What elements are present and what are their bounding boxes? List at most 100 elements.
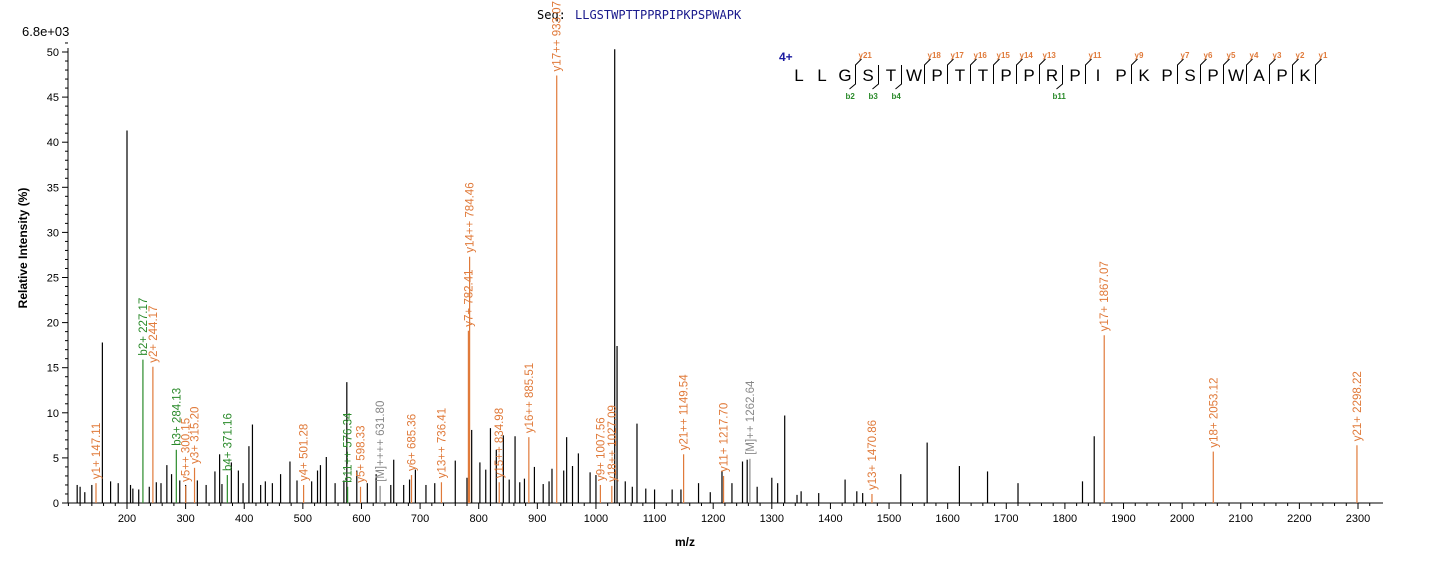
x-tick-label: 600 (352, 513, 370, 525)
y-tick-label: 15 (47, 363, 59, 375)
residue: L (794, 66, 803, 85)
axes: 200 300 400 500 600 700 800 900 1000 1100 1200 1300… (47, 42, 1383, 525)
x-tick-label: 900 (528, 513, 546, 525)
residue: K (1299, 66, 1311, 85)
residue: P (1023, 66, 1034, 85)
residue: K (1138, 66, 1150, 85)
x-tick-label: 1600 (935, 513, 959, 525)
y-tick-label: 10 (47, 408, 59, 420)
x-tick-label: 200 (118, 513, 136, 525)
y-ion-bracket (1292, 58, 1299, 84)
y-tick-label: 30 (47, 227, 59, 239)
y-axis-title: Relative Intensity (%) (16, 188, 30, 309)
x-tick-label: 500 (294, 513, 312, 525)
residue: P (1207, 66, 1218, 85)
b-ion-label: b3 (869, 92, 879, 101)
peak-label: [M]++ 1262.64 (745, 380, 757, 455)
residue: W (1228, 66, 1244, 85)
b-ion-label: b2 (846, 92, 856, 101)
peak-label: y5++ 300.15 (181, 418, 193, 482)
peak-label: b2+ 227.17 (138, 298, 150, 356)
y-ion-bracket (1039, 58, 1046, 84)
residue: W (906, 66, 922, 85)
residue: P (1276, 66, 1287, 85)
peak-label: y17+ 1867.07 (1099, 261, 1111, 331)
x-tick-label: 1000 (584, 513, 608, 525)
peak-label: y21+ 2298.22 (1352, 371, 1364, 441)
peak-label: y4+ 501.28 (299, 424, 311, 481)
y-ion-bracket (1131, 58, 1138, 84)
residue: P (1069, 66, 1080, 85)
sequence-label: Seq: (537, 8, 566, 22)
peak-label: y21++ 1149.54 (679, 374, 691, 450)
residue: P (1115, 66, 1126, 85)
peak-label: y5+ 598.33 (355, 426, 367, 483)
intensity-scale: 6.8e+03 (22, 24, 69, 39)
peak-label: y13+ 1470.86 (867, 420, 879, 490)
y-ion-label: y4 (1250, 51, 1259, 60)
y-tick-label: 35 (47, 182, 59, 194)
peak-label: y9+ 1007.56 (595, 417, 607, 481)
residue: P (931, 66, 942, 85)
x-tick-label: 1500 (877, 513, 901, 525)
y-ion-label: y1 (1319, 51, 1328, 60)
y-ion-bracket (947, 58, 954, 84)
y-ion-label: y2 (1296, 51, 1305, 60)
peak-label: y2+ 244.17 (148, 306, 160, 363)
peak-label: y6+ 685.36 (407, 414, 419, 471)
residue: L (817, 66, 826, 85)
x-tick-label: 1800 (1053, 513, 1077, 525)
peak-label: b4+ 371.16 (222, 413, 234, 471)
y-tick-label: 0 (53, 498, 59, 510)
x-tick-label: 2200 (1287, 513, 1311, 525)
y-tick-label: 25 (47, 273, 59, 285)
y-ion-bracket (1016, 58, 1023, 84)
peak-label: y17++ 933.07 (552, 1, 564, 71)
x-tick-label: 1100 (643, 513, 667, 525)
y-ion-bracket (993, 58, 1000, 84)
y-tick-label: 5 (53, 453, 59, 465)
x-tick-label: 400 (235, 513, 253, 525)
y-ion-label: y21 (859, 51, 873, 60)
y-ion-label: y16 (974, 51, 988, 60)
b-ion-bracket (849, 65, 856, 90)
y-ion-label: y3 (1273, 51, 1282, 60)
y-ion-bracket (855, 58, 862, 84)
residue: S (862, 66, 873, 85)
residue: G (838, 66, 851, 85)
x-tick-label: 1200 (701, 513, 725, 525)
x-tick-label: 300 (176, 513, 194, 525)
residue: T (955, 66, 965, 85)
y-ion-label: y17 (951, 51, 965, 60)
y-ion-label: y9 (1135, 51, 1144, 60)
y-ion-bracket (924, 58, 931, 84)
peak-label: b3+ 284.13 (171, 388, 183, 446)
residue: T (886, 66, 896, 85)
y-ion-bracket (1223, 58, 1230, 84)
b-ion-bracket (1056, 65, 1063, 90)
x-tick-label: 1700 (994, 513, 1018, 525)
y-ion-label: y5 (1227, 51, 1236, 60)
residue: A (1253, 66, 1265, 85)
x-tick-label: 1300 (760, 513, 784, 525)
y-ion-label: y11 (1089, 51, 1102, 60)
x-tick-label: 700 (411, 513, 429, 525)
residue: R (1046, 66, 1058, 85)
x-axis-title: m/z (675, 535, 695, 549)
peak-label: y16++ 885.51 (524, 363, 536, 433)
peak-label: y1+ 147.11 (91, 423, 103, 479)
peak-label: y15++ 834.98 (494, 408, 506, 478)
peak-label: b11++ 576.34 (343, 412, 355, 483)
peak-label: y3+ 315.20 (190, 407, 202, 464)
residue: T (978, 66, 988, 85)
x-tick-label: 2300 (1346, 513, 1370, 525)
y-ion-bracket (970, 58, 977, 84)
peak-label: y14++ 784.46 (465, 182, 477, 252)
residue: P (1000, 66, 1011, 85)
residue: S (1184, 66, 1195, 85)
charge-state: 4+ (779, 50, 793, 64)
y-ion-label: y14 (1020, 51, 1034, 60)
